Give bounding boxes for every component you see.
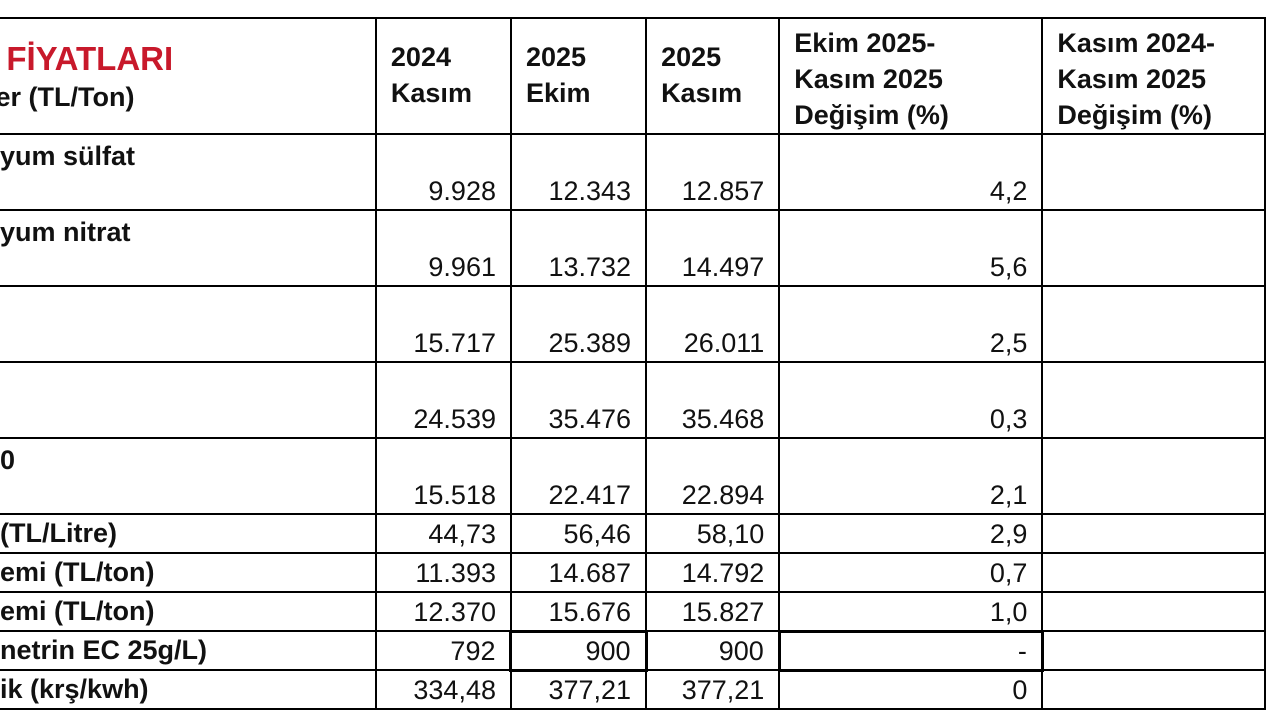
cell-2025-ekim: 35.476 (509, 361, 648, 439)
cell-2025-kasim: 15.827 (645, 591, 781, 632)
cell-change-year (1041, 513, 1266, 554)
header-2024-kasim: 2024 Kasım (374, 17, 512, 135)
table-header-row: İ FİYATLARI ler (TL/Ton) 2024 Kasım 2025… (0, 17, 1266, 135)
cell-2025-ekim: 56,46 (509, 513, 648, 554)
table-title-cell: İ FİYATLARI ler (TL/Ton) (0, 17, 377, 135)
row-label: emi (TL/ton) (0, 591, 377, 632)
table-row: yum nitrat 9.961 13.732 14.497 5,6 (0, 209, 1266, 287)
cell-2025-kasim: 26.011 (645, 285, 781, 363)
cell-2024-kasim: 24.539 (374, 361, 512, 439)
cell-2024-kasim: 792 (374, 630, 512, 671)
cell-2024-kasim: 11.393 (374, 552, 512, 593)
table-row: netrin EC 25g/L) 792 900 900 - (0, 629, 1266, 672)
cell-2025-ekim: 13.732 (509, 209, 648, 287)
cell-2025-ekim: 12.343 (509, 133, 648, 211)
cell-change-month: 2,1 (778, 437, 1044, 515)
cell-change-year (1041, 591, 1266, 632)
cell-change-month: 0,7 (778, 552, 1044, 593)
cell-2025-kasim: 22.894 (645, 437, 781, 515)
cell-2025-kasim: 900 (645, 630, 781, 671)
cell-change-month: 2,5 (778, 285, 1044, 363)
cell-2024-kasim: 334,48 (374, 669, 512, 710)
row-label (0, 285, 377, 363)
header-change-month: Ekim 2025- Kasım 2025 Değişim (%) (778, 17, 1044, 135)
cell-2025-kasim: 12.857 (645, 133, 781, 211)
cell-change-year (1041, 437, 1266, 515)
cell-2024-kasim: 44,73 (374, 513, 512, 554)
cell-change-year (1041, 285, 1266, 363)
table-row: 0 15.518 22.417 22.894 2,1 (0, 437, 1266, 515)
cell-2025-ekim: 25.389 (509, 285, 648, 363)
table-row: 15.717 25.389 26.011 2,5 (0, 285, 1266, 363)
header-change-year: Kasım 2024- Kasım 2025 Değişim (%) (1041, 17, 1266, 135)
cell-2024-kasim: 9.961 (374, 209, 512, 287)
cell-2025-kasim: 58,10 (645, 513, 781, 554)
page-bottom-edge (0, 706, 1280, 720)
row-label (0, 361, 377, 439)
table-row: ik (krş/kwh) 334,48 377,21 377,21 0 (0, 669, 1266, 710)
table-title: İ FİYATLARI (0, 40, 174, 77)
cell-2025-ekim: 14.687 (509, 552, 648, 593)
cell-change-month: 0 (778, 669, 1044, 710)
cell-change-year (1041, 133, 1266, 211)
row-label: emi (TL/ton) (0, 552, 377, 593)
cell-change-year (1041, 361, 1266, 439)
cell-2025-kasim: 377,21 (645, 669, 781, 710)
cell-change-month: 0,3 (778, 361, 1044, 439)
cell-2024-kasim: 12.370 (374, 591, 512, 632)
table-row: 24.539 35.476 35.468 0,3 (0, 361, 1266, 439)
cell-2025-kasim: 14.497 (645, 209, 781, 287)
cell-change-month: 1,0 (778, 591, 1044, 632)
cell-change-year (1041, 669, 1266, 710)
cell-2025-ekim: 22.417 (509, 437, 648, 515)
cell-2025-kasim: 35.468 (645, 361, 781, 439)
price-table: İ FİYATLARI ler (TL/Ton) 2024 Kasım 2025… (0, 17, 1266, 710)
header-2025-ekim: 2025 Ekim (509, 17, 648, 135)
table-subtitle: ler (TL/Ton) (0, 82, 135, 112)
table-row: emi (TL/ton) 11.393 14.687 14.792 0,7 (0, 552, 1266, 593)
cell-2024-kasim: 15.518 (374, 437, 512, 515)
cell-change-year (1041, 552, 1266, 593)
cell-2024-kasim: 15.717 (374, 285, 512, 363)
row-label: netrin EC 25g/L) (0, 630, 377, 671)
table-row: (TL/Litre) 44,73 56,46 58,10 2,9 (0, 513, 1266, 554)
header-2025-kasim: 2025 Kasım (645, 17, 781, 135)
table-row: emi (TL/ton) 12.370 15.676 15.827 1,0 (0, 591, 1266, 632)
cell-change-month: - (777, 629, 1044, 672)
row-label: ik (krş/kwh) (0, 669, 377, 710)
row-label: yum nitrat (0, 209, 377, 287)
cell-change-year (1041, 630, 1266, 671)
row-label: (TL/Litre) (0, 513, 377, 554)
cell-change-month: 5,6 (778, 209, 1044, 287)
cell-2025-ekim: 900 (509, 629, 648, 672)
row-label: 0 (0, 437, 377, 515)
cell-2025-kasim: 14.792 (645, 552, 781, 593)
cell-change-month: 2,9 (778, 513, 1044, 554)
table-row: yum sülfat 9.928 12.343 12.857 4,2 (0, 133, 1266, 211)
cell-2025-ekim: 377,21 (509, 669, 648, 710)
row-label: yum sülfat (0, 133, 377, 211)
cell-change-month: 4,2 (778, 133, 1044, 211)
cell-2025-ekim: 15.676 (509, 591, 648, 632)
cell-2024-kasim: 9.928 (374, 133, 512, 211)
cell-change-year (1041, 209, 1266, 287)
